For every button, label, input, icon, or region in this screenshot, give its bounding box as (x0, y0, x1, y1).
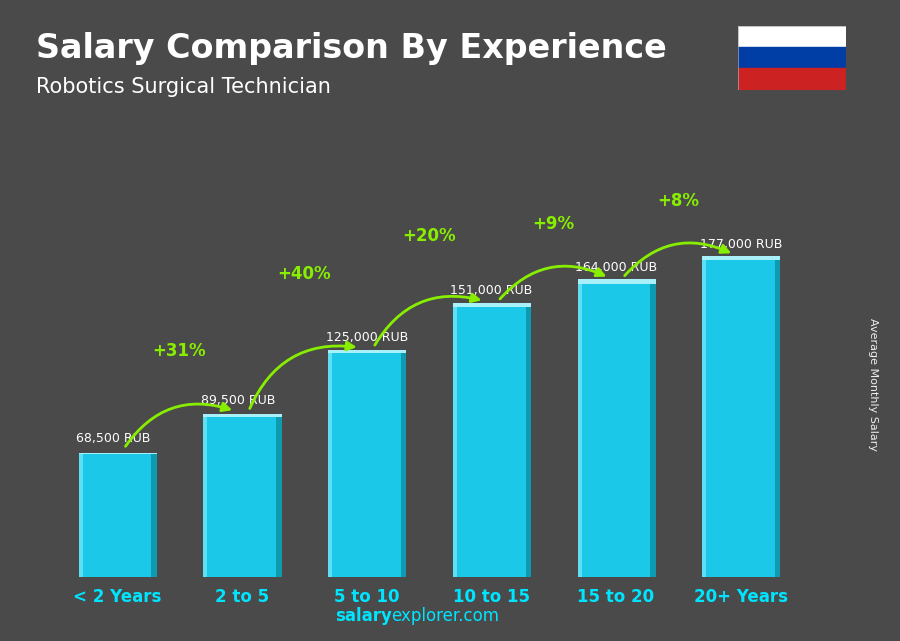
Text: +31%: +31% (153, 342, 206, 360)
Text: 125,000 RUB: 125,000 RUB (326, 331, 408, 344)
Bar (738, 26, 846, 47)
Bar (453, 307, 457, 577)
Text: explorer.com: explorer.com (392, 607, 500, 625)
Text: Robotics Surgical Technician: Robotics Surgical Technician (36, 77, 331, 97)
Text: 68,500 RUB: 68,500 RUB (76, 432, 150, 445)
Text: 89,500 RUB: 89,500 RUB (201, 394, 275, 407)
Bar (581, 283, 651, 577)
Bar (738, 69, 846, 90)
Text: 151,000 RUB: 151,000 RUB (450, 284, 533, 297)
Text: +9%: +9% (533, 215, 575, 233)
Bar (457, 307, 526, 577)
Text: 177,000 RUB: 177,000 RUB (700, 238, 782, 251)
Text: Salary Comparison By Experience: Salary Comparison By Experience (36, 32, 667, 65)
Text: +8%: +8% (657, 192, 699, 210)
Bar (328, 350, 406, 353)
Bar (706, 260, 775, 577)
Text: Average Monthly Salary: Average Monthly Salary (868, 318, 878, 451)
Bar (328, 353, 332, 577)
Bar (578, 279, 656, 283)
Bar (775, 260, 780, 577)
Bar (526, 307, 531, 577)
Bar (203, 417, 208, 577)
Bar (208, 417, 276, 577)
Bar (578, 283, 581, 577)
Text: 164,000 RUB: 164,000 RUB (575, 261, 657, 274)
Bar (400, 353, 406, 577)
Bar (453, 303, 531, 307)
Bar (203, 414, 282, 417)
Bar (151, 454, 157, 577)
Bar (702, 260, 706, 577)
Bar (78, 453, 157, 454)
Text: +20%: +20% (402, 227, 455, 245)
Bar (738, 47, 846, 69)
Bar (276, 417, 282, 577)
Bar (332, 353, 400, 577)
Bar (651, 283, 656, 577)
Bar (78, 454, 83, 577)
Text: salary: salary (335, 607, 392, 625)
Bar (83, 454, 151, 577)
Text: +40%: +40% (277, 265, 331, 283)
Bar (702, 256, 780, 260)
